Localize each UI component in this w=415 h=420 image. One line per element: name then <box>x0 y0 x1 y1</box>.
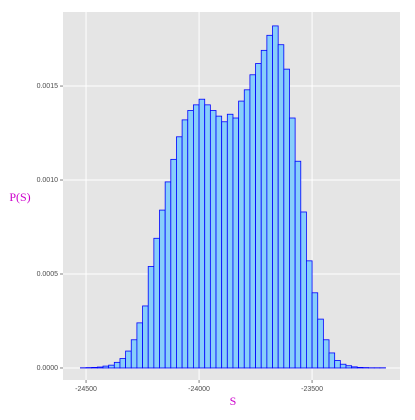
bar <box>222 122 228 368</box>
bar <box>182 120 188 368</box>
bar <box>301 212 307 368</box>
bar <box>216 116 222 368</box>
bar <box>278 45 284 368</box>
bar <box>227 114 233 368</box>
x-tick-label: -24500 <box>75 386 97 393</box>
bar <box>103 366 109 368</box>
bar <box>165 182 171 368</box>
bar <box>239 101 245 368</box>
bar <box>154 238 160 368</box>
bar <box>171 159 177 368</box>
bar <box>312 293 318 368</box>
bar <box>261 50 267 368</box>
bar <box>114 362 120 368</box>
y-tick-label: 0.0015 <box>37 83 59 90</box>
y-tick-label: 0.0000 <box>37 365 59 372</box>
bar <box>176 137 182 368</box>
bar <box>289 118 295 368</box>
bar <box>335 360 341 368</box>
bar <box>120 359 126 368</box>
bar <box>250 75 256 368</box>
bar <box>233 118 239 368</box>
bar <box>256 63 262 367</box>
bar <box>273 26 279 368</box>
bar <box>193 105 199 368</box>
bar <box>284 69 290 368</box>
bar <box>199 99 205 368</box>
bar <box>318 319 324 368</box>
bar <box>267 35 273 368</box>
bar <box>126 351 132 368</box>
bar <box>306 261 312 368</box>
bar <box>205 105 211 368</box>
bar <box>131 340 137 368</box>
bar <box>109 365 115 368</box>
y-axis-label: P(S) <box>9 190 30 204</box>
bar <box>295 161 301 368</box>
bar <box>92 367 98 368</box>
bar <box>244 90 250 368</box>
bar <box>143 306 149 368</box>
bar <box>160 210 166 368</box>
y-tick-label: 0.0010 <box>37 177 59 184</box>
x-axis-label: S <box>230 394 237 408</box>
x-tick-label: -23500 <box>301 386 323 393</box>
bar <box>210 110 216 367</box>
x-tick-label: -24000 <box>188 386 210 393</box>
bar <box>352 367 358 368</box>
y-tick-label: 0.0005 <box>37 271 59 278</box>
bar <box>357 367 363 368</box>
bar <box>148 266 154 367</box>
bar <box>137 323 143 368</box>
bar <box>340 364 346 368</box>
bar <box>188 110 194 367</box>
bar <box>329 353 335 368</box>
bar <box>97 367 103 368</box>
bar <box>323 340 329 368</box>
bar <box>346 366 352 368</box>
